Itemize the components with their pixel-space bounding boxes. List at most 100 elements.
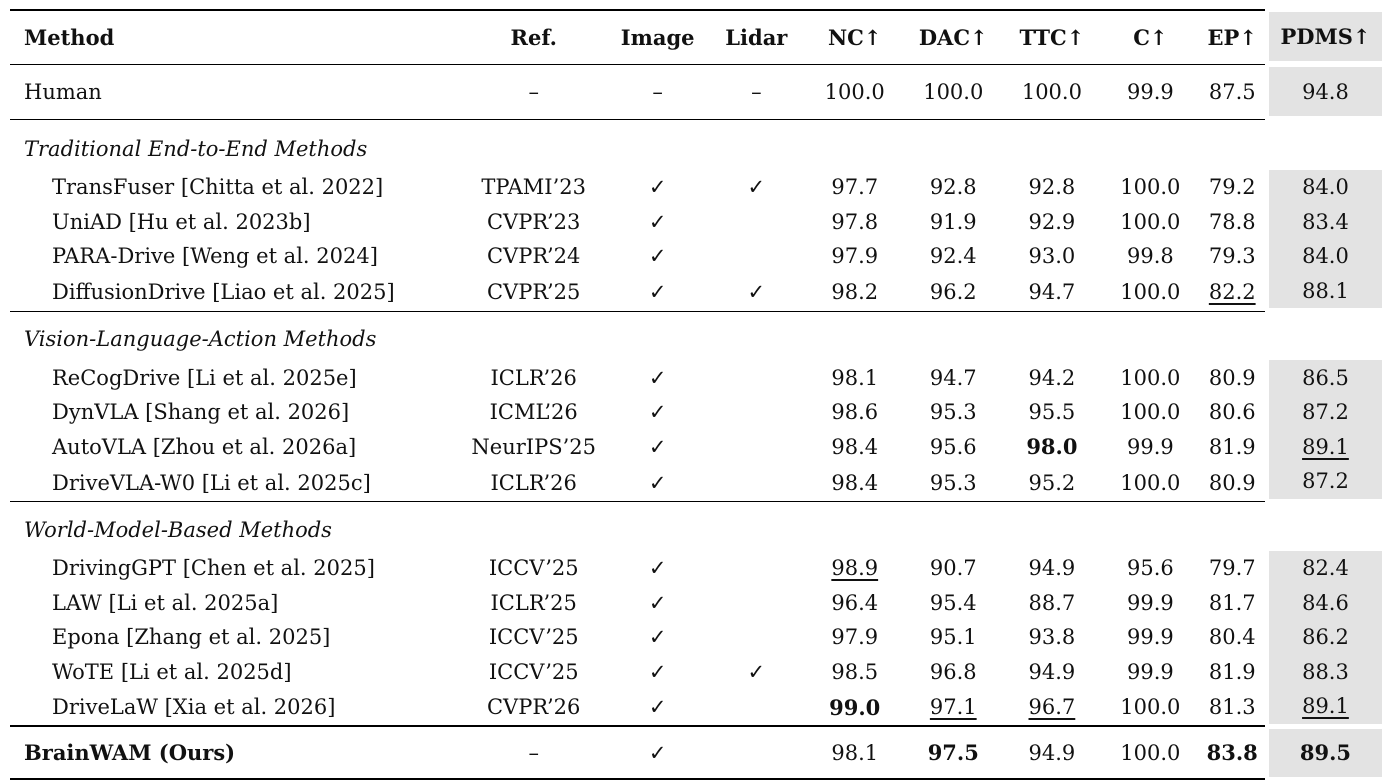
row-ttc: 93.8 [1028, 625, 1076, 650]
row-lidar [707, 551, 805, 586]
row-ttc: 92.8 [1028, 175, 1076, 200]
row-ref: ICCV’25 [488, 556, 579, 581]
ours-method: BrainWAM (Ours) [24, 740, 236, 766]
row-dac: 96.8 [929, 659, 977, 684]
row-nc: 98.5 [831, 659, 879, 684]
header-ep: EP↑ [1207, 24, 1257, 50]
row-dac: 96.2 [929, 280, 977, 305]
row-ep: 80.6 [1208, 400, 1256, 425]
table-row: ReCogDrive [Li et al. 2025e] ICLR’26 ✓ 9… [10, 360, 1382, 395]
row-image: ✓ [648, 556, 667, 581]
row-ep: 80.9 [1208, 470, 1256, 495]
row-dac: 95.1 [929, 625, 977, 650]
row-method: LAW [Li et al. 2025a] [52, 590, 279, 615]
row-dac: 95.3 [929, 400, 977, 425]
table-row: DiffusionDrive [Liao et al. 2025] CVPR’2… [10, 273, 1382, 315]
table-row: DriveVLA-W0 [Li et al. 2025c] ICLR’26 ✓ … [10, 464, 1382, 505]
ours-ref: – [528, 740, 539, 765]
row-method: DiffusionDrive [Liao et al. 2025] [52, 280, 395, 305]
row-lidar [707, 585, 805, 620]
row-ref: ICML’26 [489, 400, 578, 425]
row-nc: 99.0 [829, 694, 881, 720]
row-ep: 79.7 [1208, 556, 1256, 581]
row-pdms: 84.0 [1264, 170, 1382, 205]
row-method: DynVLA [Shang et al. 2026] [52, 400, 350, 425]
row-c: 95.6 [1126, 556, 1174, 581]
row-pdms: 86.5 [1264, 360, 1382, 395]
row-pdms: 83.4 [1264, 204, 1382, 240]
section-title: World-Model-Based Methods [24, 517, 332, 542]
row-ref: CVPR’24 [486, 244, 581, 269]
header-pdms: PDMS↑ [1264, 7, 1382, 67]
row-method: ReCogDrive [Li et al. 2025e] [52, 365, 357, 390]
row-ref: CVPR’25 [486, 280, 581, 305]
section-header-world-model: World-Model-Based Methods [10, 501, 1382, 551]
row-ep: 79.2 [1208, 175, 1256, 200]
row-c: 99.8 [1126, 244, 1174, 269]
row-method: TransFuser [Chitta et al. 2022] [52, 175, 384, 200]
row-method: WoTE [Li et al. 2025d] [52, 659, 292, 684]
row-lidar: ✓ [747, 175, 766, 200]
row-ttc: 93.0 [1028, 244, 1076, 269]
row-ttc: 94.9 [1028, 659, 1076, 684]
table-row: TransFuser [Chitta et al. 2022] TPAMI’23… [10, 170, 1382, 205]
ours-nc: 98.1 [831, 740, 879, 765]
row-pdms: 88.1 [1264, 273, 1382, 315]
row-c: 100.0 [1120, 175, 1181, 200]
row-dac: 95.3 [929, 470, 977, 495]
row-method: DrivingGPT [Chen et al. 2025] [52, 556, 375, 581]
table-row: PARA-Drive [Weng et al. 2024] CVPR’24 ✓ … [10, 239, 1382, 274]
ours-lidar [707, 726, 805, 779]
row-c: 100.0 [1120, 365, 1181, 390]
results-table: Method Ref. Image Lidar NC↑ DAC↑ TTC↑ C↑… [10, 7, 1382, 782]
row-pdms: 88.3 [1264, 654, 1382, 690]
human-image: – [652, 79, 663, 104]
row-method: PARA-Drive [Weng et al. 2024] [52, 244, 378, 269]
row-ref: TPAMI’23 [481, 175, 586, 200]
row-ttc: 95.2 [1028, 470, 1076, 495]
row-c: 100.0 [1120, 209, 1181, 234]
row-c: 100.0 [1120, 695, 1181, 720]
human-row: Human – – – 100.0 100.0 100.0 99.9 87.5 … [10, 61, 1382, 122]
row-lidar [707, 239, 805, 274]
row-lidar [707, 464, 805, 502]
row-ep: 81.9 [1208, 659, 1256, 684]
row-method: AutoVLA [Zhou et al. 2026a] [52, 434, 357, 459]
row-nc: 98.4 [831, 434, 879, 459]
ours-image: ✓ [648, 740, 667, 765]
row-ep: 78.8 [1208, 209, 1256, 234]
human-ref: – [528, 79, 539, 104]
row-lidar [707, 620, 805, 655]
row-image: ✓ [648, 695, 667, 720]
ours-ep: 83.8 [1206, 740, 1258, 766]
row-pdms: 84.6 [1264, 585, 1382, 620]
row-ref: ICLR’26 [490, 365, 577, 390]
row-lidar: ✓ [747, 659, 766, 684]
ours-c: 100.0 [1120, 740, 1181, 765]
human-ep: 87.5 [1208, 79, 1256, 104]
row-nc: 96.4 [831, 590, 879, 615]
row-ttc: 96.7 [1028, 695, 1076, 720]
row-dac: 94.7 [929, 365, 977, 390]
row-image: ✓ [648, 209, 667, 234]
row-lidar [707, 360, 805, 395]
section-title: Traditional End-to-End Methods [24, 136, 368, 161]
row-pdms: 82.4 [1264, 550, 1382, 586]
row-dac: 92.4 [929, 244, 977, 269]
row-ep: 80.9 [1208, 365, 1256, 390]
human-lidar: – [751, 79, 762, 104]
row-ref: CVPR’23 [486, 209, 581, 234]
row-lidar [707, 430, 805, 465]
header-ttc: TTC↑ [1019, 24, 1085, 50]
row-ep: 79.3 [1208, 244, 1256, 269]
row-c: 99.9 [1126, 659, 1174, 684]
human-c: 99.9 [1126, 79, 1174, 104]
row-pdms: 84.0 [1264, 239, 1382, 274]
header-row: Method Ref. Image Lidar NC↑ DAC↑ TTC↑ C↑… [10, 7, 1382, 67]
header-nc: NC↑ [827, 24, 882, 50]
row-nc: 98.9 [831, 556, 879, 581]
section-header-vla: Vision-Language-Action Methods [10, 311, 1382, 361]
table-row: DrivingGPT [Chen et al. 2025] ICCV’25 ✓ … [10, 550, 1382, 586]
row-pdms: 87.2 [1264, 464, 1382, 505]
row-ttc: 98.0 [1026, 434, 1078, 460]
